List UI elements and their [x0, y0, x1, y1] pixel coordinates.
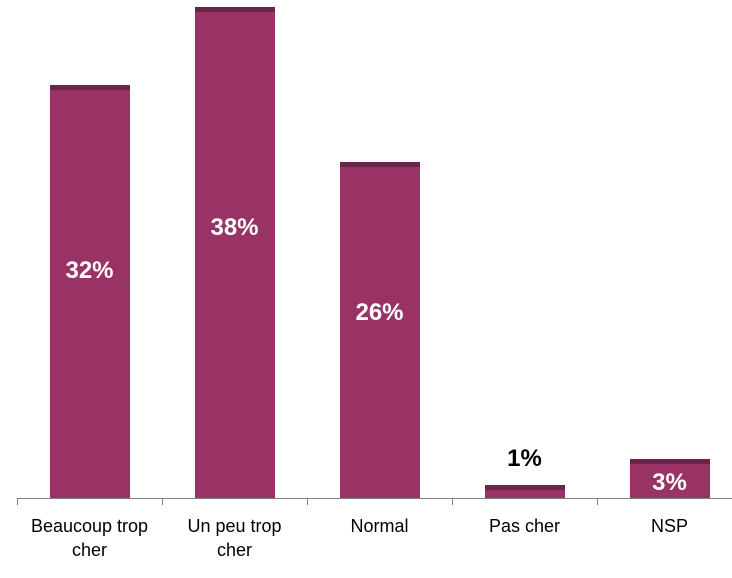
bar	[484, 485, 565, 498]
x-axis	[17, 498, 732, 499]
x-tick-label: Beaucoup trop cher	[30, 516, 149, 560]
bar	[629, 459, 710, 498]
value-label: 1%	[507, 445, 542, 473]
bar	[194, 7, 275, 498]
bar	[339, 162, 420, 498]
value-label: 38%	[210, 213, 259, 241]
value-label: 32%	[65, 256, 114, 284]
x-tick	[452, 498, 453, 505]
bar	[49, 84, 130, 498]
x-tick	[597, 498, 598, 505]
x-tick	[307, 498, 308, 505]
x-tick-label: Pas cher	[488, 516, 561, 536]
x-tick	[162, 498, 163, 505]
value-label: 3%	[652, 469, 687, 497]
x-tick-label: NSP	[650, 516, 688, 536]
x-tick-label: Un peu trop cher	[187, 516, 282, 560]
x-tick-label: Normal	[350, 516, 409, 536]
x-tick	[17, 498, 18, 505]
value-label: 26%	[355, 299, 404, 327]
